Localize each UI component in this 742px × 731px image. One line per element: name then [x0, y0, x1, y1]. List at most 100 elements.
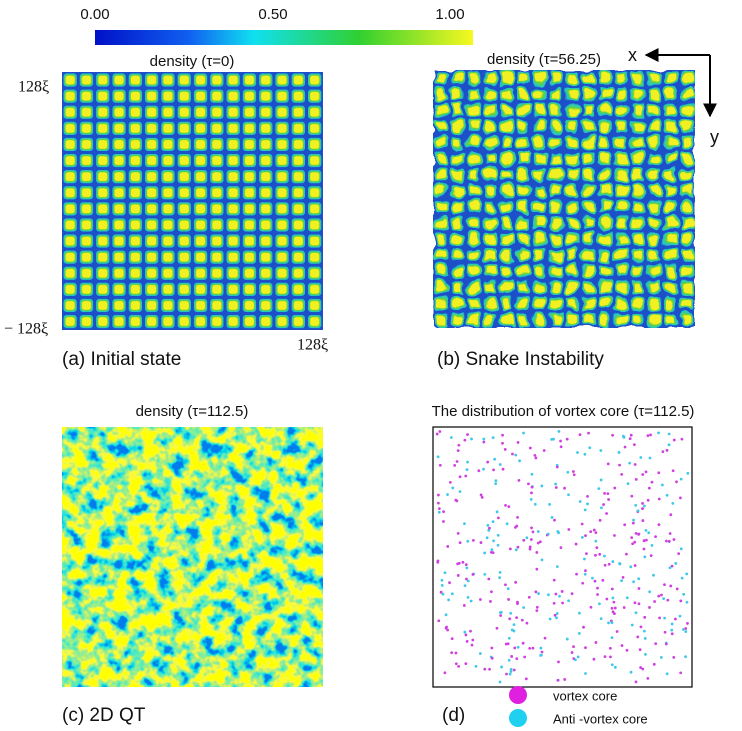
vortex-dot — [495, 510, 499, 514]
vortex-dot — [599, 478, 603, 482]
vortex-dot — [576, 451, 579, 454]
legend-swatch — [509, 686, 527, 704]
vortex-dot — [535, 551, 539, 554]
vortex-dot — [679, 496, 682, 500]
vortex-dot — [509, 667, 513, 671]
vortex-dot — [596, 593, 599, 596]
vortex-dot — [520, 618, 524, 622]
vortex-dot — [586, 494, 589, 498]
vortex-dot — [679, 477, 683, 481]
vortex-dot — [479, 493, 483, 497]
vortex-dot — [584, 646, 587, 650]
vortex-dot — [636, 635, 640, 639]
vortex-dot — [561, 601, 564, 605]
vortex-dot — [507, 636, 511, 640]
vortex-dot — [547, 593, 550, 597]
vortex-dot — [677, 552, 681, 556]
vortex-dot — [622, 606, 626, 609]
vortex-dot — [637, 587, 641, 590]
vortex-dot — [536, 530, 540, 533]
vortex-dot — [674, 617, 677, 621]
vortex-dot — [443, 571, 447, 575]
vortex-dot — [466, 539, 470, 543]
density-map — [433, 70, 695, 328]
vortex-dot — [598, 518, 602, 522]
vortex-dot — [461, 560, 465, 564]
vortex-dot — [602, 503, 605, 506]
vortex-dot — [546, 532, 550, 536]
vortex-dot — [588, 446, 592, 450]
vortex-dot — [523, 655, 527, 659]
caption: (c) 2D QT — [62, 705, 146, 726]
vortex-dot — [483, 572, 487, 576]
vortex-dot — [631, 521, 635, 525]
vortex-dot — [589, 530, 593, 534]
vortex-dot — [559, 445, 563, 449]
vortex-dot — [603, 491, 606, 495]
vortex-dot — [570, 651, 574, 654]
vortex-dot — [580, 522, 584, 526]
vortex-dot — [639, 456, 643, 459]
vortex-dot — [525, 536, 529, 540]
vortex-dot — [533, 454, 537, 457]
axis-label: − 128ξ — [4, 321, 48, 338]
vortex-dot — [611, 596, 615, 600]
vortex-dot — [557, 430, 561, 433]
vortex-dot — [630, 536, 634, 540]
vortex-dot — [556, 530, 560, 533]
vortex-dot — [448, 581, 451, 585]
vortex-dot — [478, 652, 482, 655]
vortex-dot — [482, 437, 486, 441]
vortex-dot — [598, 552, 602, 556]
vortex-dot — [632, 443, 636, 447]
vortex-dot — [633, 601, 637, 605]
vortex-dot — [637, 602, 641, 606]
vortex-dot — [584, 569, 587, 573]
vortex-dot — [633, 463, 637, 466]
vortex-dot — [490, 548, 494, 552]
vortex-dot — [514, 548, 518, 552]
vortex-dot — [607, 562, 611, 566]
vortex-dot — [629, 565, 633, 569]
panel-title: density (τ=0) — [150, 53, 235, 70]
vortex-dot — [647, 486, 651, 490]
vortex-dot — [458, 475, 462, 479]
vortex-dot — [530, 472, 534, 476]
vortex-dot — [457, 443, 461, 447]
vortex-dot — [451, 486, 455, 490]
axis-label: 128ξ — [18, 79, 49, 96]
vortex-dot — [464, 563, 468, 566]
vortex-dot — [668, 566, 672, 570]
vortex-dot — [671, 469, 675, 473]
legend-label: vortex core — [553, 688, 617, 703]
vortex-dot — [463, 584, 467, 587]
vortex-dot — [465, 468, 469, 472]
vortex-dot — [489, 600, 492, 603]
vortex-dots — [435, 430, 690, 684]
vortex-dot — [668, 532, 672, 535]
vortex-dot — [613, 534, 616, 537]
vortex-dot — [653, 600, 657, 603]
vortex-dot — [501, 441, 504, 445]
vortex-dot — [555, 612, 559, 615]
vortex-dot — [621, 575, 625, 579]
colorbar — [95, 30, 473, 45]
vortex-dot — [646, 676, 650, 680]
vortex-dot — [503, 448, 507, 451]
vortex-dot — [637, 577, 641, 581]
vortex-dot — [664, 642, 668, 646]
vortex-dot — [592, 528, 596, 532]
vortex-dot — [510, 628, 514, 632]
axis-label: y — [710, 127, 719, 147]
vortex-dot — [464, 474, 468, 478]
vortex-dot — [446, 493, 449, 496]
vortex-dot — [597, 602, 601, 606]
vortex-dot — [528, 545, 532, 549]
vortex-dot — [437, 510, 441, 514]
vortex-dot — [517, 478, 521, 482]
vortex-dot — [584, 672, 587, 675]
vortex-dot — [639, 666, 643, 669]
vortex-dot — [669, 513, 673, 517]
vortex-dot — [543, 636, 547, 640]
